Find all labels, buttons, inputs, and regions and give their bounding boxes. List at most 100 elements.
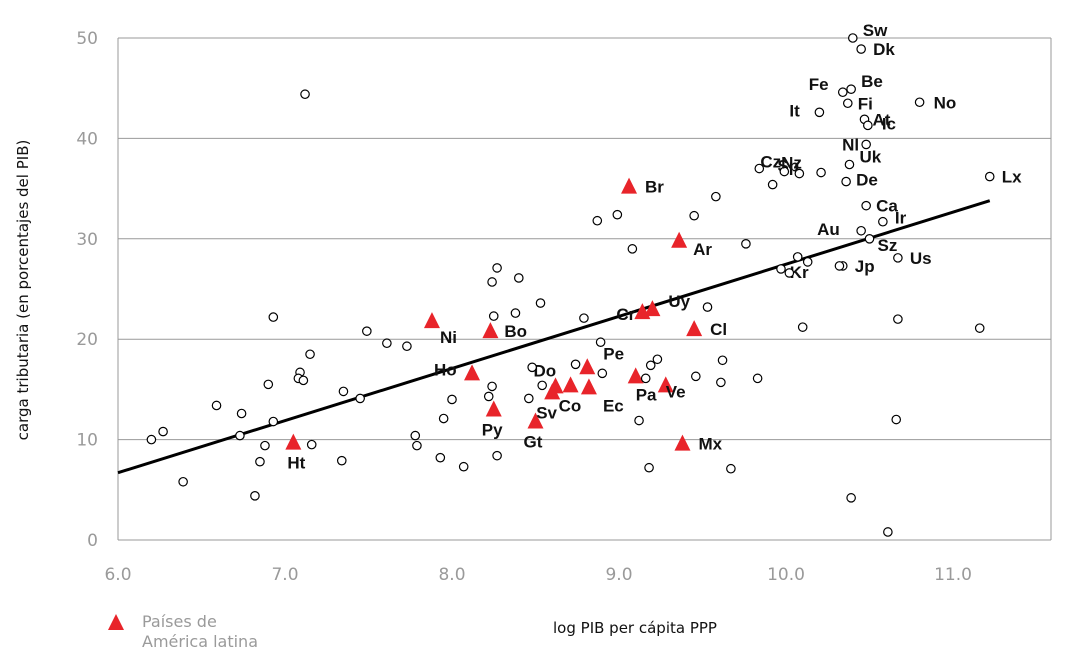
x-tick-label-11.0: 11.0 — [934, 565, 972, 585]
point-Kr — [802, 257, 813, 267]
point-93 — [255, 456, 265, 467]
point-83 — [716, 377, 726, 388]
point-label-Fi: Fi — [858, 94, 873, 113]
point-label-Dk: Dk — [873, 40, 895, 59]
point-28 — [612, 209, 623, 220]
y-tick-label-30: 30 — [76, 230, 98, 250]
point-label-Ir: Ir — [895, 209, 907, 228]
point-label-Pa: Pa — [636, 385, 657, 404]
legend-triangle-icon — [108, 614, 124, 630]
point-56 — [338, 386, 349, 397]
point-label-Kr: Kr — [790, 263, 809, 282]
point-57 — [355, 393, 365, 404]
legend-label-line2: América latina — [142, 632, 258, 651]
point-label-Ec: Ec — [603, 396, 624, 415]
point-label-Ht: Ht — [287, 454, 305, 473]
y-tick-label-0: 0 — [87, 531, 98, 551]
latam-point-Uy — [644, 300, 661, 317]
point-32 — [792, 252, 803, 262]
point-71 — [483, 391, 494, 402]
point-91 — [644, 462, 654, 473]
latam-point-Bo — [482, 322, 499, 339]
point-label-Br: Br — [645, 178, 664, 197]
point-97 — [883, 527, 893, 537]
point-label-Ic: Ic — [882, 114, 896, 133]
point-90 — [492, 450, 502, 461]
x-tick-label-10.0: 10.0 — [767, 565, 805, 585]
y-tick-label-40: 40 — [76, 129, 98, 149]
point-label-Ho: Ho — [434, 360, 457, 379]
point-Ca — [861, 200, 871, 211]
point-62 — [235, 430, 245, 441]
point-96 — [846, 493, 856, 503]
x-tick-label-9.0: 9.0 — [605, 565, 632, 585]
x-tick-label-8.0: 8.0 — [438, 565, 465, 585]
point-label-Be: Be — [861, 72, 883, 91]
point-label-Jp: Jp — [855, 257, 875, 276]
point-94 — [178, 476, 188, 487]
point-82 — [717, 355, 728, 366]
trend-line — [117, 199, 991, 475]
point-label-Pe: Pe — [603, 344, 624, 363]
latam-point-Co — [562, 376, 579, 393]
point-64 — [260, 440, 270, 451]
y-axis-title: carga tributaria (en porcentajes del PIB… — [14, 140, 32, 441]
point-Dk — [856, 44, 866, 54]
x-tick-label-7.0: 7.0 — [271, 565, 298, 585]
point-77 — [595, 337, 606, 348]
point-60 — [268, 416, 279, 427]
point-29 — [592, 215, 603, 226]
point-Au — [856, 225, 866, 236]
point-88 — [435, 452, 446, 463]
point-label-Cr: Cr — [616, 305, 635, 324]
legend: Países de América latina — [108, 612, 258, 651]
point-label-Co: Co — [559, 396, 582, 415]
point-label-De: De — [856, 171, 878, 190]
point-70 — [487, 381, 497, 392]
point-Be — [846, 84, 856, 95]
latam-point-Cl — [686, 320, 703, 337]
point-Ir — [878, 216, 888, 227]
point-label-Ve: Ve — [666, 382, 686, 401]
point-label-Uy: Uy — [668, 292, 690, 311]
point-Cz — [779, 166, 790, 177]
point-45 — [893, 314, 903, 324]
latam-point-Pa — [627, 367, 644, 384]
point-59 — [236, 408, 247, 419]
point-68 — [447, 394, 457, 405]
point-label-It: It — [789, 101, 800, 120]
point-Sp — [794, 168, 805, 179]
point-46 — [974, 323, 985, 333]
point-65 — [306, 439, 317, 450]
latam-point-Ar — [671, 231, 688, 248]
point-Us — [893, 253, 903, 263]
point-58 — [211, 400, 222, 411]
point-23 — [300, 89, 310, 100]
y-axis-ticks: 0 10 20 30 40 50 — [76, 29, 98, 551]
point-label-Bo: Bo — [504, 322, 527, 341]
point-51 — [305, 349, 315, 360]
point-47 — [268, 312, 279, 322]
point-label-Lx: Lx — [1002, 168, 1022, 187]
y-tick-label-20: 20 — [76, 330, 98, 350]
point-92 — [726, 463, 736, 474]
point-31 — [741, 239, 751, 249]
point-label-No: No — [934, 93, 957, 112]
legend-label-line1: Países de — [142, 612, 217, 631]
point-Sz — [864, 234, 875, 244]
point-79 — [645, 360, 656, 371]
point-38 — [513, 273, 524, 283]
point-73 — [527, 362, 537, 373]
point-37 — [487, 277, 497, 287]
point-label-Sw: Sw — [863, 21, 888, 40]
point-44 — [797, 322, 808, 332]
y-tick-label-10: 10 — [76, 431, 98, 451]
x-tick-label-6.0: 6.0 — [104, 565, 131, 585]
point-40 — [510, 308, 521, 318]
point-86 — [891, 414, 902, 425]
point-label-Uk: Uk — [859, 148, 881, 167]
latam-point-Ht — [285, 433, 302, 450]
point-63 — [146, 434, 157, 445]
